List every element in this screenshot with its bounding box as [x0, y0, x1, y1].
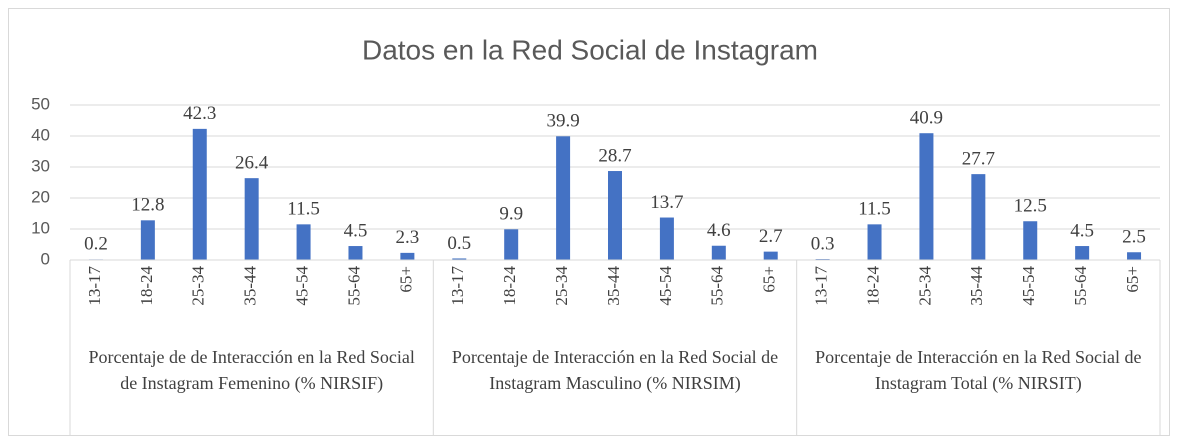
x-tick-label: 25-34: [552, 266, 571, 306]
x-tick-label: 18-24: [863, 266, 882, 306]
x-tick-label: 25-34: [189, 266, 208, 306]
data-label: 9.9: [499, 204, 523, 225]
data-label: 2.3: [396, 227, 420, 248]
data-label: 0.3: [811, 233, 835, 254]
data-label: 28.7: [598, 145, 631, 166]
x-tick-label: 25-34: [915, 266, 934, 306]
x-tick-label: 18-24: [137, 266, 156, 306]
data-label: 11.5: [858, 199, 891, 220]
x-tick-label: 13-17: [812, 266, 831, 306]
group-label: Porcentaje de de Interacción en la Red S…: [88, 347, 415, 393]
bar: [763, 251, 778, 260]
bar: [140, 220, 155, 260]
bar: [244, 178, 259, 260]
bar: [504, 229, 519, 260]
bar: [867, 224, 882, 260]
x-tick-label: 35-44: [604, 266, 623, 306]
x-tick-label: 55-64: [344, 266, 363, 306]
data-label: 12.5: [1014, 196, 1047, 217]
data-label: 2.5: [1122, 227, 1146, 248]
bar: [296, 224, 311, 260]
x-tick-label: 13-17: [85, 266, 104, 306]
data-label: 39.9: [546, 111, 579, 132]
y-tick-label: 50: [31, 94, 50, 113]
x-tick-label: 18-24: [500, 266, 519, 306]
x-tick-label: 45-54: [1019, 266, 1038, 306]
data-label: 11.5: [287, 199, 320, 220]
x-tick-label: 45-54: [292, 266, 311, 306]
y-tick-label: 10: [31, 218, 50, 237]
bar: [1127, 252, 1142, 260]
group-label: Porcentaje de Interacción en la Red Soci…: [815, 347, 1142, 393]
y-tick-label: 0: [41, 249, 50, 268]
bar: [1075, 246, 1090, 260]
bar: [192, 128, 207, 260]
x-tick-label: 13-17: [448, 266, 467, 306]
data-label: 40.9: [910, 108, 943, 129]
bar: [1023, 221, 1038, 260]
data-label: 0.2: [84, 234, 108, 255]
data-label: 12.8: [131, 195, 164, 216]
y-tick-label: 30: [31, 156, 50, 175]
bar: [919, 133, 934, 260]
y-tick-label: 40: [31, 125, 50, 144]
bar: [556, 136, 571, 260]
bar: [971, 174, 986, 260]
x-tick-label: 65+: [1123, 266, 1142, 293]
x-tick-label: 65+: [760, 266, 779, 293]
bar: [608, 171, 622, 260]
y-tick-label: 20: [31, 187, 50, 206]
bar: [452, 258, 467, 260]
bar: [711, 245, 726, 260]
x-tick-label: 65+: [396, 266, 415, 293]
data-label: 4.5: [1070, 220, 1094, 241]
x-tick-label: 45-54: [656, 266, 675, 306]
x-tick-label: 35-44: [967, 266, 986, 306]
x-tick-label: 55-64: [708, 266, 727, 306]
data-label: 42.3: [183, 103, 216, 124]
data-label: 26.4: [235, 153, 269, 174]
data-label: 2.7: [759, 226, 783, 247]
data-label: 13.7: [650, 192, 683, 213]
group-label: Porcentaje de Interacción en la Red Soci…: [451, 347, 779, 393]
bar: [400, 252, 415, 260]
data-label: 4.5: [344, 220, 368, 241]
chart-title: Datos en la Red Social de Instagram: [362, 34, 818, 65]
bar: [659, 217, 674, 260]
data-label: 27.7: [962, 148, 995, 169]
x-tick-label: 35-44: [241, 266, 260, 306]
x-tick-label: 55-64: [1071, 266, 1090, 306]
bar: [348, 246, 363, 260]
data-label: 0.5: [447, 233, 471, 254]
data-label: 4.6: [707, 220, 731, 241]
